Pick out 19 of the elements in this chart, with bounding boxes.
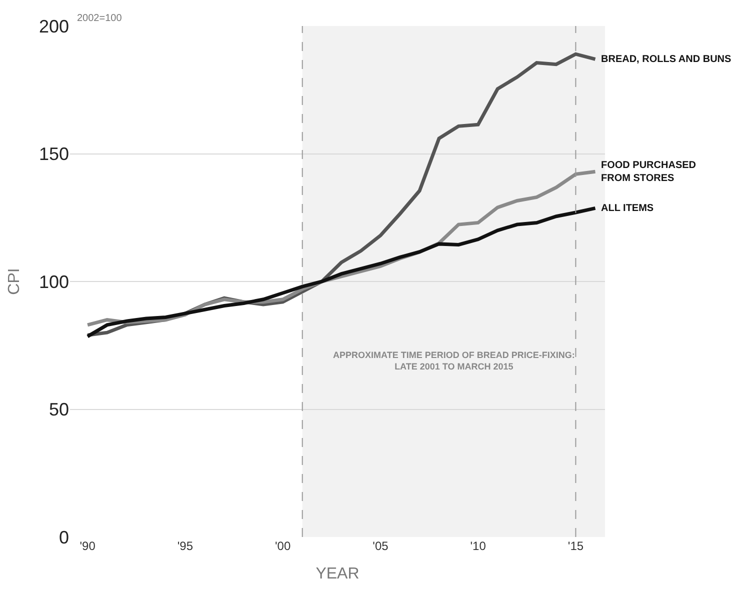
series-label: ALL ITEMS — [601, 203, 654, 214]
y-tick-label: 150 — [38, 144, 69, 164]
series-label: BREAD, ROLLS AND BUNS — [601, 54, 732, 65]
band-label: APPROXIMATE TIME PERIOD OF BREAD PRICE-FIXING: LATE 2001 TO MARCH 2015 — [333, 350, 575, 372]
x-tick-label: '10 — [470, 539, 486, 553]
x-tick-label: '05 — [372, 539, 389, 553]
y-tick-label: 0 — [58, 527, 69, 548]
text: 2002=100 — [77, 13, 122, 24]
x-tick-label: '95 — [177, 539, 194, 553]
y-tick-label: 200 — [38, 16, 69, 36]
y-axis-title: CPI — [6, 268, 23, 295]
x-tick-label: '90 — [80, 539, 96, 553]
y-tick-label: 100 — [38, 272, 69, 292]
line-series — [86, 206, 597, 338]
x-tick-label: '15 — [568, 539, 584, 553]
x-tick-label: '00 — [275, 539, 291, 553]
x-axis-title: YEAR — [316, 566, 360, 583]
series-label: FOOD PURCHASED FROM STORES — [601, 160, 696, 184]
y-tick-label: 50 — [48, 400, 69, 420]
